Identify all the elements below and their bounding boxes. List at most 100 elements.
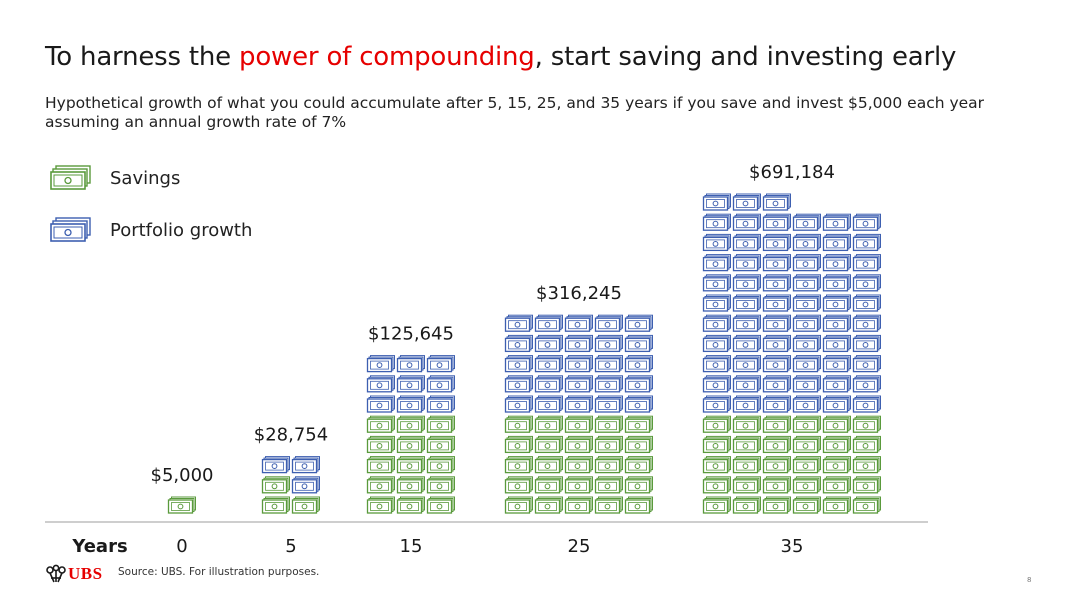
growth-icon [792, 375, 821, 393]
growth-icon [366, 395, 395, 413]
savings-icon [534, 496, 563, 514]
growth-icon [624, 355, 653, 373]
growth-icon [852, 375, 881, 393]
growth-icon [822, 395, 851, 413]
savings-icon [624, 476, 653, 494]
value-label: $691,184 [749, 162, 835, 183]
growth-icon [534, 375, 563, 393]
savings-icon [366, 456, 395, 474]
savings-icon [702, 456, 731, 474]
growth-icon [504, 314, 533, 332]
growth-icon [702, 314, 731, 332]
savings-icon [594, 476, 623, 494]
growth-icon [822, 375, 851, 393]
legend-label-portfolio-growth: Portfolio growth [110, 220, 253, 241]
growth-icon [792, 355, 821, 373]
growth-icon [822, 355, 851, 373]
savings-icon [822, 435, 851, 454]
savings-icon [624, 456, 653, 474]
growth-icon [564, 355, 593, 373]
growth-icon [762, 213, 791, 231]
growth-icon [852, 233, 881, 252]
growth-icon [504, 395, 533, 413]
title-highlight: power of compounding [239, 42, 535, 72]
savings-icon [792, 435, 821, 454]
growth-icon [852, 395, 881, 413]
savings-icon [624, 496, 653, 514]
growth-icon [762, 334, 791, 353]
savings-icon [564, 476, 593, 494]
growth-icon [852, 334, 881, 353]
growth-icon [702, 375, 731, 393]
savings-icon [426, 496, 455, 514]
growth-icon [852, 355, 881, 373]
savings-icon [564, 456, 593, 474]
savings-icon [702, 415, 731, 433]
growth-icon [852, 254, 881, 272]
growth-icon [504, 334, 533, 353]
savings-icon [624, 435, 653, 454]
savings-icon [852, 496, 881, 514]
savings-icon [534, 456, 563, 474]
growth-icon [291, 476, 320, 494]
growth-icon [624, 314, 653, 332]
growth-icon [702, 274, 731, 292]
value-label: $316,245 [536, 283, 622, 304]
growth-icon [594, 314, 623, 332]
savings-icon [732, 476, 761, 494]
growth-icon [396, 355, 425, 373]
growth-icon [852, 274, 881, 292]
savings-icon [852, 456, 881, 474]
savings-icon [504, 435, 533, 454]
savings-icon [396, 435, 425, 454]
growth-icon [732, 254, 761, 272]
savings-icon [426, 476, 455, 494]
growth-icon [762, 193, 791, 211]
growth-icon [852, 314, 881, 332]
growth-icon [732, 395, 761, 413]
growth-icon [822, 254, 851, 272]
savings-icon [732, 456, 761, 474]
growth-icon [426, 395, 455, 413]
savings-icon [366, 496, 395, 514]
growth-icon [366, 375, 395, 393]
growth-icon [504, 375, 533, 393]
savings-money-icon [50, 165, 91, 190]
growth-icon [822, 294, 851, 312]
growth-icon [852, 294, 881, 312]
savings-icon [762, 456, 791, 474]
growth-icon [564, 395, 593, 413]
growth-icon [762, 355, 791, 373]
growth-icon [702, 334, 731, 353]
growth-icon [534, 314, 563, 332]
growth-icon [396, 395, 425, 413]
growth-icon [702, 254, 731, 272]
growth-icon [261, 456, 290, 474]
savings-icon [534, 415, 563, 433]
savings-icon [396, 496, 425, 514]
savings-icon [594, 456, 623, 474]
growth-icon [564, 314, 593, 332]
savings-icon [426, 435, 455, 454]
growth-icon [792, 294, 821, 312]
savings-icon [732, 435, 761, 454]
growth-icon [792, 254, 821, 272]
x-tick-label: 0 [176, 536, 187, 557]
growth-icon [624, 334, 653, 353]
savings-icon [822, 415, 851, 433]
savings-icon [732, 496, 761, 514]
savings-icon [504, 476, 533, 494]
growth-icon [504, 355, 533, 373]
growth-icon [702, 233, 731, 252]
growth-icon [762, 314, 791, 332]
savings-icon [426, 415, 455, 433]
growth-icon [852, 213, 881, 231]
growth-icon [762, 274, 791, 292]
savings-icon [792, 456, 821, 474]
growth-icon [594, 355, 623, 373]
growth-icon [792, 395, 821, 413]
value-label: $28,754 [254, 424, 328, 445]
growth-icon [426, 375, 455, 393]
growth-icon [534, 395, 563, 413]
